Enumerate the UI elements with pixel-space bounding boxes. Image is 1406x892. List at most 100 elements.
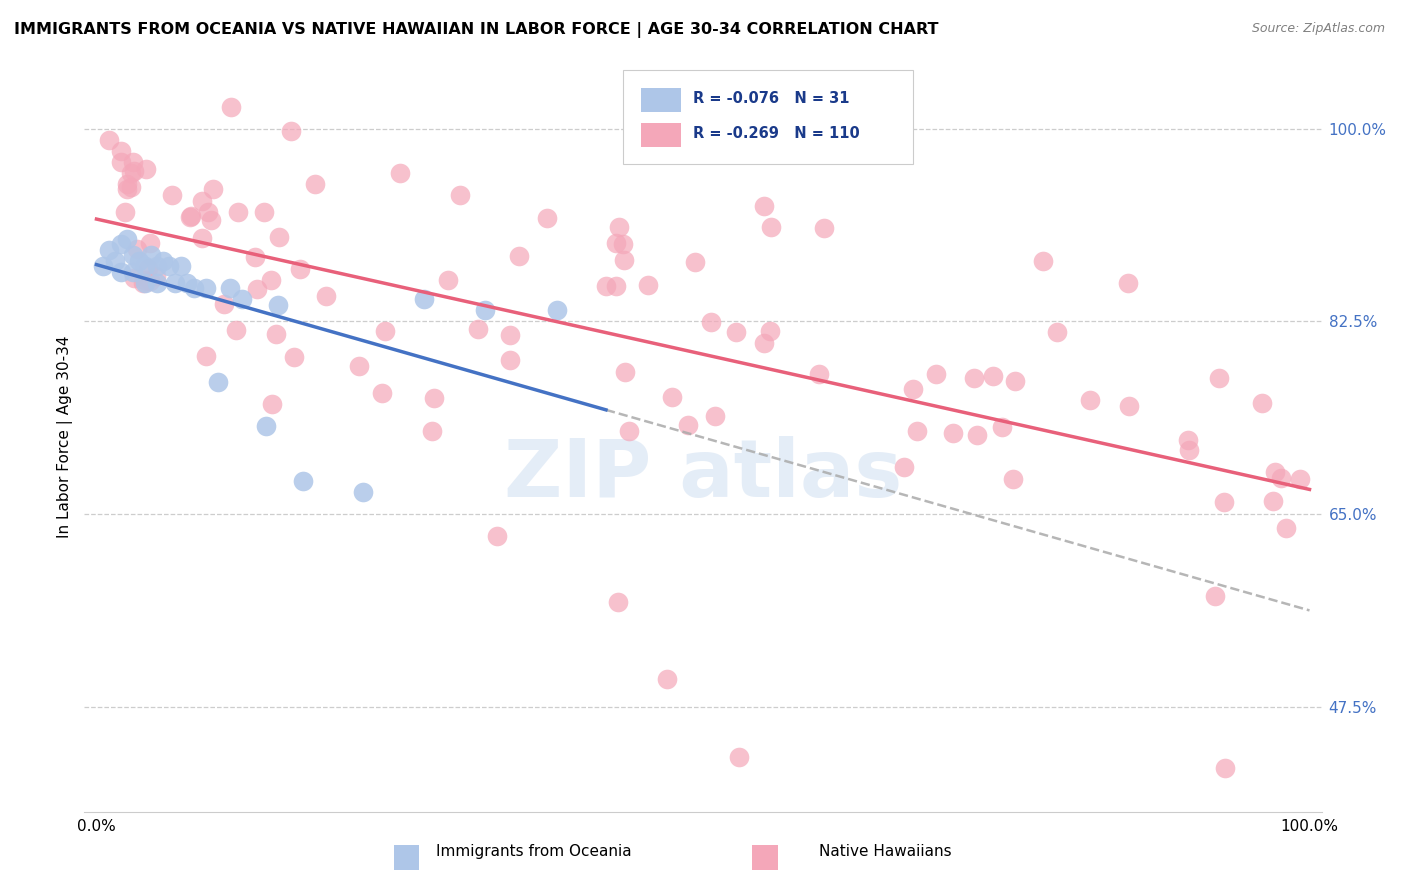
Point [190,194,212,208]
Point [704,409,727,423]
Point [1177,433,1199,447]
Point [683,255,706,269]
Point [264,327,287,342]
Point [139,248,162,262]
Point [134,276,156,290]
Point [1275,521,1298,535]
Point [228,205,250,219]
Point [170,260,193,274]
Point [128,253,150,268]
Text: IMMIGRANTS FROM OCEANIA VS NATIVE HAWAIIAN IN LABOR FORCE | AGE 30-34 CORRELATIO: IMMIGRANTS FROM OCEANIA VS NATIVE HAWAII… [14,22,939,38]
Text: R = -0.269   N = 110: R = -0.269 N = 110 [693,126,860,141]
Point [97,132,120,146]
Point [676,417,699,432]
Point [924,368,946,382]
Point [253,204,276,219]
Point [269,229,291,244]
Text: ZIP atlas: ZIP atlas [503,435,903,514]
Text: Immigrants from Oceania: Immigrants from Oceania [436,845,633,859]
Point [131,276,153,290]
Point [546,303,568,318]
Point [194,281,217,295]
Point [371,385,394,400]
Point [347,359,370,374]
Point [152,253,174,268]
Point [752,199,775,213]
Point [122,248,145,262]
Point [1289,472,1312,486]
Point [1116,276,1139,290]
FancyBboxPatch shape [623,70,914,163]
Point [728,749,751,764]
Point [724,325,747,339]
Point [612,237,634,252]
Point [110,265,132,279]
Point [91,260,114,274]
Point [225,323,247,337]
Point [437,272,460,286]
Point [413,293,436,307]
Point [474,303,496,318]
Point [120,166,142,180]
Point [759,220,782,235]
Point [254,419,277,434]
Point [122,154,145,169]
Point [260,397,283,411]
Point [1118,399,1140,413]
Point [160,188,183,202]
FancyBboxPatch shape [641,123,681,147]
Point [120,180,142,194]
Point [607,595,630,609]
Point [219,281,242,295]
Point [1046,325,1069,339]
Point [352,485,374,500]
Point [125,242,148,256]
Point [304,177,326,191]
Point [752,335,775,350]
Point [807,367,830,381]
Point [231,293,253,307]
Point [200,213,222,227]
Point [139,273,162,287]
Point [981,368,1004,383]
Point [661,390,683,404]
Point [146,276,169,290]
Point [607,219,630,234]
Point [97,243,120,257]
Point [145,268,167,283]
Point [246,282,269,296]
Y-axis label: In Labor Force | Age 30-34: In Labor Force | Age 30-34 [58,335,73,539]
Point [1080,392,1102,407]
Point [243,250,266,264]
Point [637,277,659,292]
Point [1270,471,1292,485]
Point [197,204,219,219]
Point [813,220,835,235]
Point [115,177,138,191]
Point [963,371,986,385]
Point [291,474,314,488]
Text: Source: ZipAtlas.com: Source: ZipAtlas.com [1251,22,1385,36]
Point [315,289,337,303]
Point [115,232,138,246]
Text: Native Hawaiians: Native Hawaiians [820,845,952,859]
Point [134,260,156,274]
Point [499,328,522,343]
Point [183,281,205,295]
Point [605,279,627,293]
Point [201,182,224,196]
Point [1204,589,1226,603]
Point [260,273,283,287]
Point [699,315,721,329]
Point [180,209,202,223]
Point [605,235,627,250]
Point [280,124,302,138]
Point [759,324,782,338]
Point [420,424,443,438]
Point [114,205,136,219]
Point [134,273,156,287]
Point [288,262,311,277]
Point [122,265,145,279]
Point [212,297,235,311]
Point [991,420,1014,434]
